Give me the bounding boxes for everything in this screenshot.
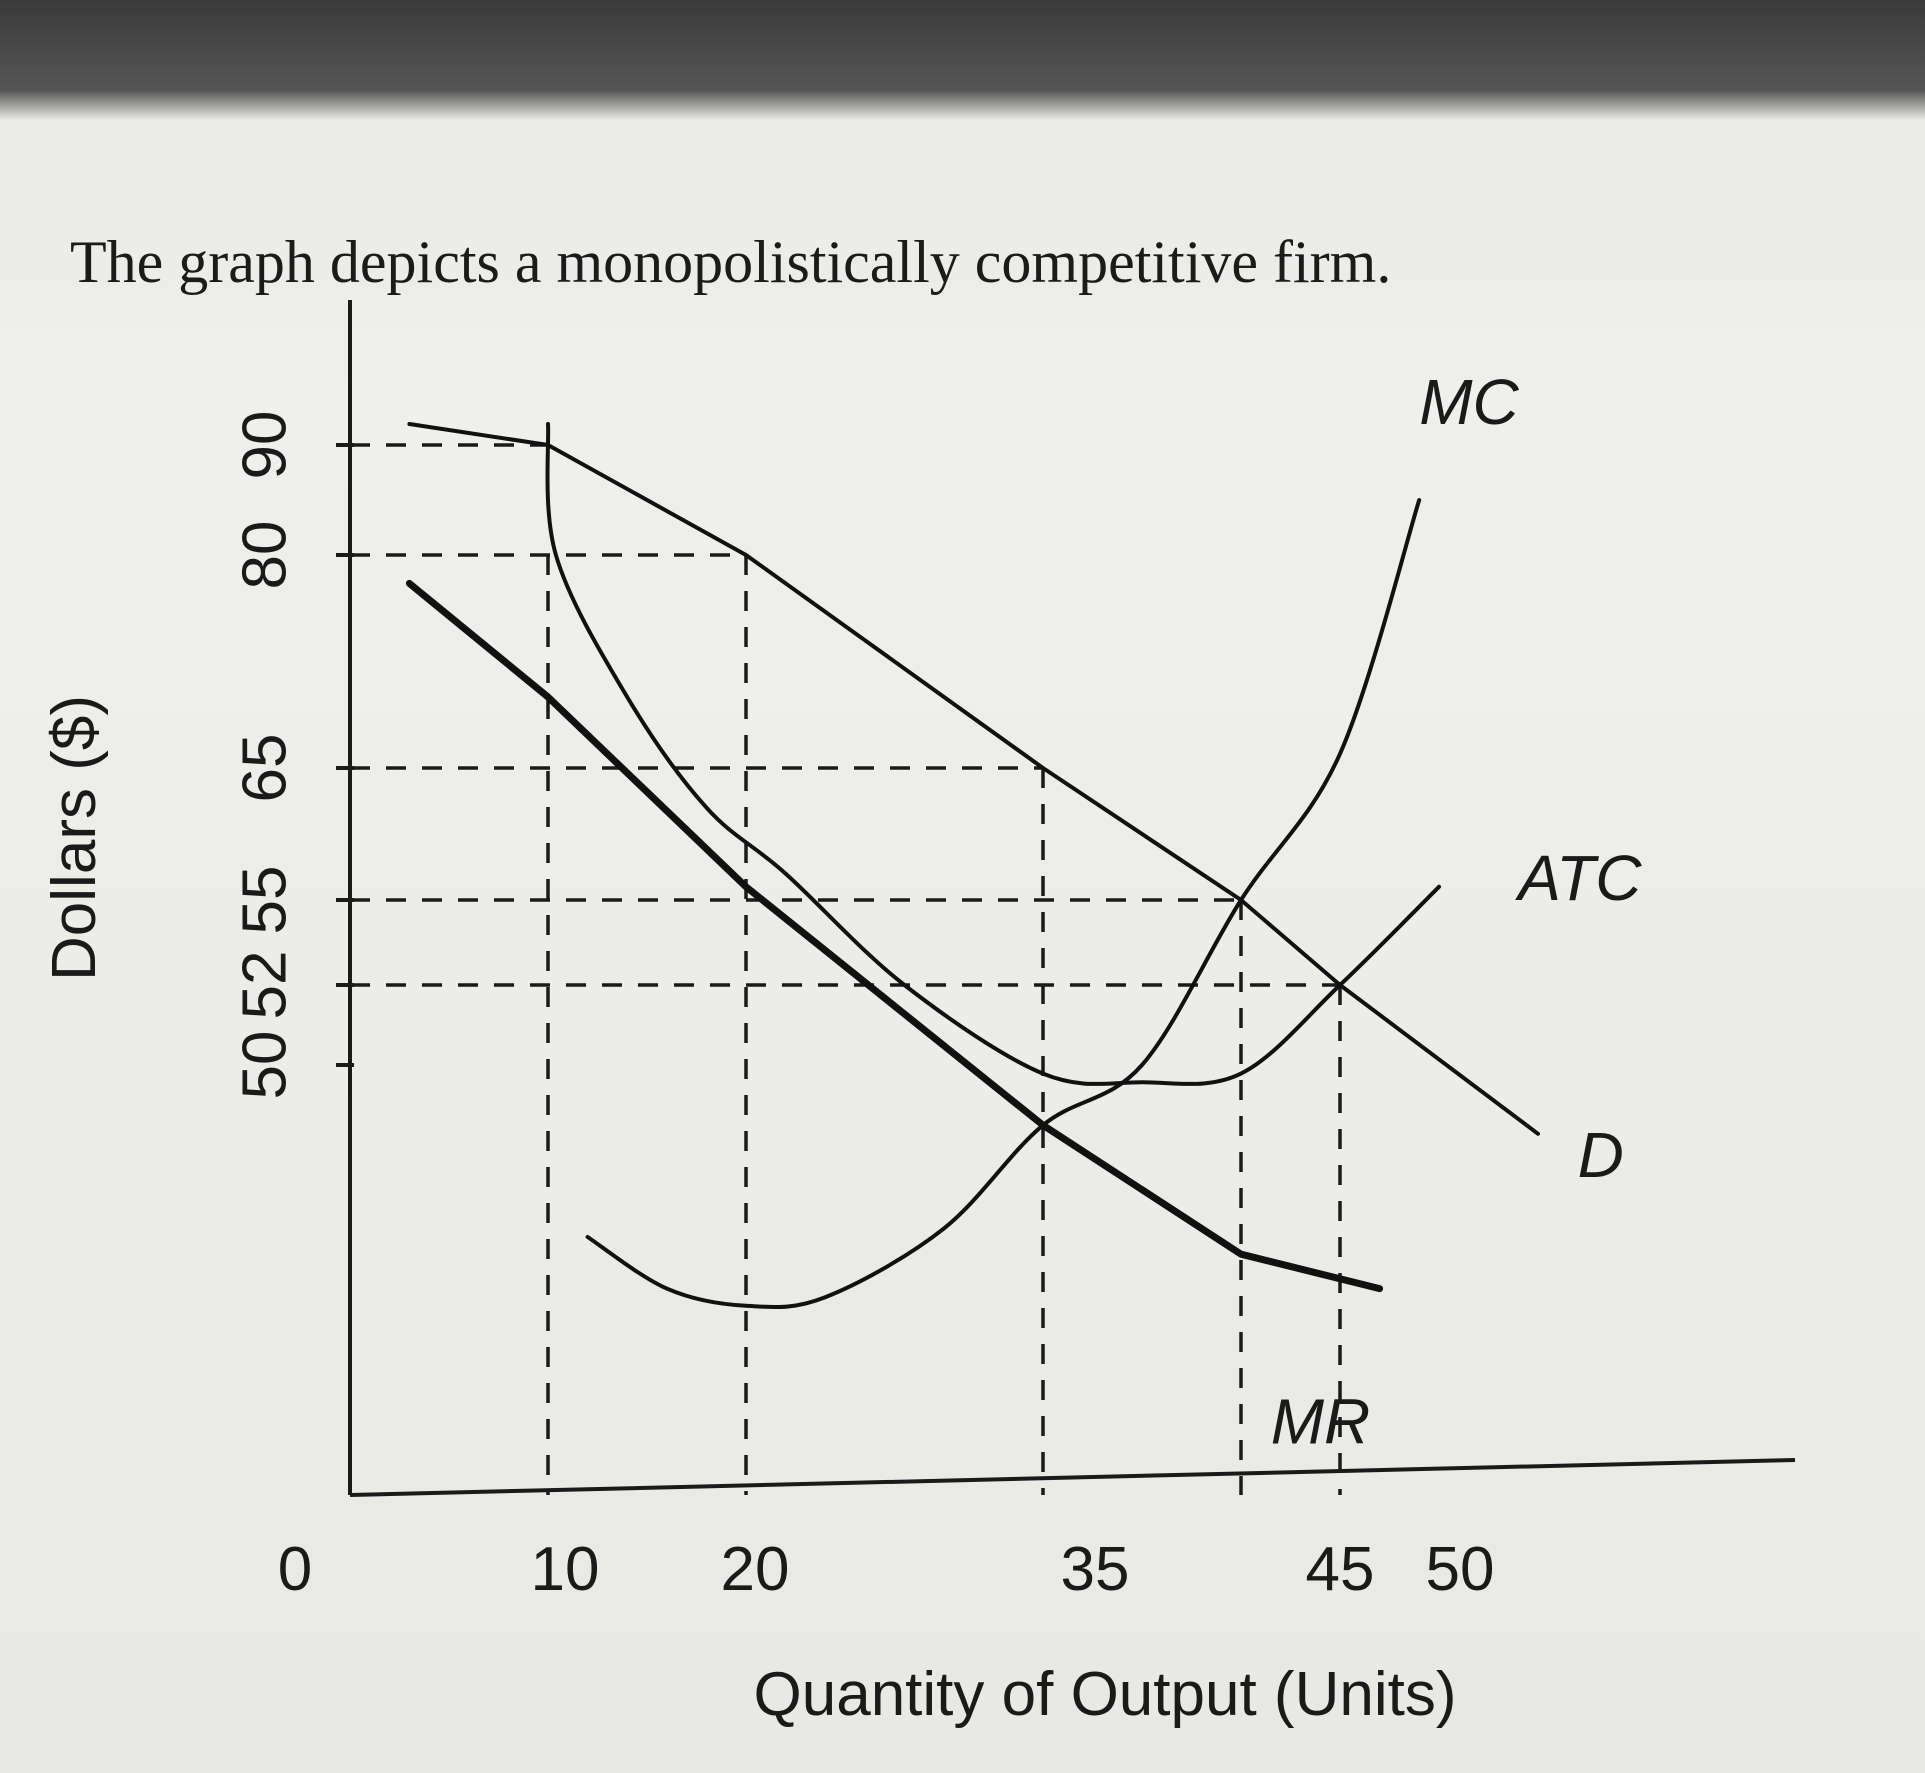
x-tick-label: 10 [531, 1535, 600, 1604]
curve-atc [545, 422, 1441, 1086]
curve-mc [585, 498, 1422, 1310]
x-tick-label: 35 [1061, 1535, 1130, 1604]
curve-label-mr: MR [1271, 1385, 1371, 1457]
y-axis-title: Dollars ($) [40, 695, 109, 981]
y-tick-label: 65 [231, 734, 300, 803]
curves [405, 422, 1540, 1310]
curve-d [407, 422, 1540, 1136]
y-tick-label: 90 [231, 411, 300, 480]
axes [348, 300, 1796, 1497]
reference-lines [350, 443, 1342, 1495]
question-heading: The graph depicts a monopolistically com… [70, 229, 1392, 295]
curve-mr [405, 579, 1384, 1293]
x-tick-label: 45 [1306, 1535, 1375, 1604]
x-tick-label: 0 [278, 1535, 312, 1604]
x-tick-label: 20 [721, 1535, 790, 1604]
y-tick-label: 50 [231, 1031, 300, 1100]
x-axis-line [349, 1458, 1796, 1497]
curve-label-atc: ATC [1514, 842, 1642, 914]
x-tick-labels: 0 10 20 35 45 50 [278, 1535, 1495, 1604]
curve-label-mc: MC [1419, 366, 1519, 438]
x-tick-label: 50 [1426, 1535, 1495, 1604]
y-tick-labels: 90 80 65 55 52 50 [231, 411, 354, 1100]
y-tick-label: 80 [231, 521, 300, 590]
y-tick-label: 52 [231, 951, 300, 1020]
curve-label-d: D [1578, 1119, 1624, 1191]
x-axis-title: Quantity of Output (Units) [754, 1660, 1457, 1729]
y-tick-label: 55 [231, 866, 300, 935]
curve-labels: MC ATC D MR [1271, 366, 1643, 1457]
